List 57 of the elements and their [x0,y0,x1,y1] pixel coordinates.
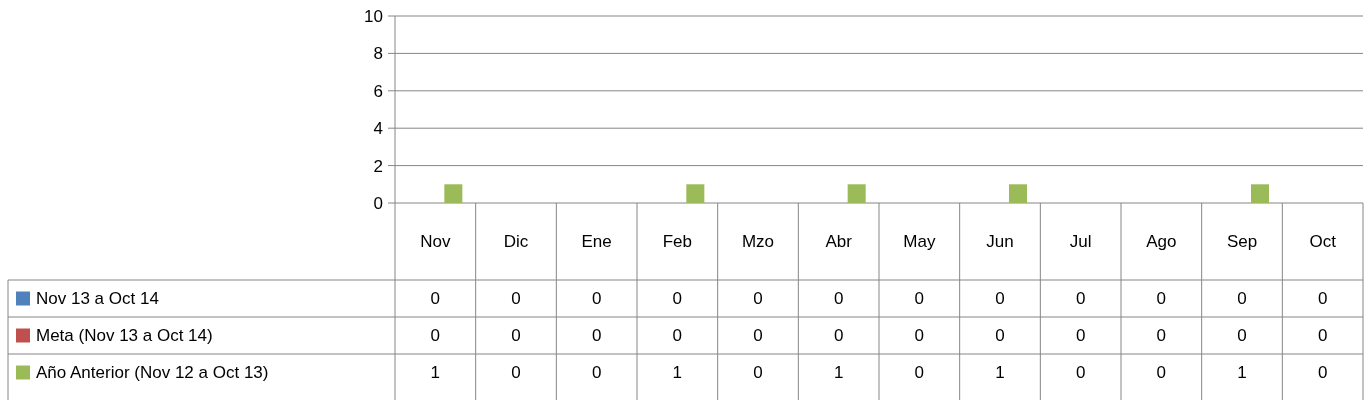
y-tick-label: 10 [364,6,383,26]
data-label: 0 [591,326,602,346]
data-label: 0 [753,363,763,383]
data-label: 1 [1237,363,1247,383]
data-label: 0 [1317,363,1328,383]
data-label: 0 [672,289,683,309]
y-tick-label: 2 [373,156,383,176]
data-label: 1 [833,363,844,383]
data-label: 0 [1237,326,1247,346]
data-label: 0 [430,326,441,346]
data-label: 0 [1075,363,1086,383]
y-tick-label: 0 [373,193,383,213]
y-tick-label: 8 [373,44,383,64]
x-tick-label: Mzo [741,232,775,252]
legend-label: Meta (Nov 13 a Oct 14) [36,326,213,346]
legend-label: Nov 13 a Oct 14 [36,289,159,309]
data-label: 0 [914,363,925,383]
x-tick-label: Ene [581,232,612,252]
data-label: 0 [833,326,844,346]
data-label: 0 [511,363,521,383]
x-tick-label: Oct [1309,232,1337,252]
data-label: 0 [1156,326,1167,346]
x-tick-label: May [903,232,936,252]
x-tick-label: Sep [1226,232,1258,252]
x-tick-label: Feb [662,232,692,252]
legend-label: Año Anterior (Nov 12 a Oct 13) [36,363,269,383]
data-label: 0 [1156,289,1167,309]
data-label: 1 [672,363,683,383]
data-label: 0 [511,289,521,309]
data-label: 0 [914,326,925,346]
data-label: 0 [995,326,1005,346]
y-tick-label: 4 [373,119,383,139]
data-label: 0 [591,289,602,309]
x-tick-label: Nov [420,232,451,252]
data-label: 0 [1237,289,1247,309]
data-label: 0 [753,289,763,309]
data-label: 1 [995,363,1005,383]
data-label: 0 [1075,326,1086,346]
data-label: 0 [1317,289,1328,309]
data-label: 0 [1075,289,1086,309]
y-tick-label: 6 [373,81,383,101]
x-tick-label: Jul [1069,232,1092,252]
data-label: 0 [833,289,844,309]
data-label: 1 [430,363,441,383]
data-label: 0 [914,289,925,309]
data-label: 0 [753,326,763,346]
x-tick-label: Abr [825,232,853,252]
data-label: 0 [511,326,521,346]
x-tick-label: Dic [503,232,529,252]
data-label: 0 [672,326,683,346]
x-tick-label: Ago [1146,232,1177,252]
data-label: 0 [430,289,441,309]
data-label: 0 [591,363,602,383]
x-tick-label: Jun [986,232,1014,252]
data-label: 0 [1317,326,1328,346]
data-label: 0 [995,289,1005,309]
data-label: 0 [1156,363,1167,383]
